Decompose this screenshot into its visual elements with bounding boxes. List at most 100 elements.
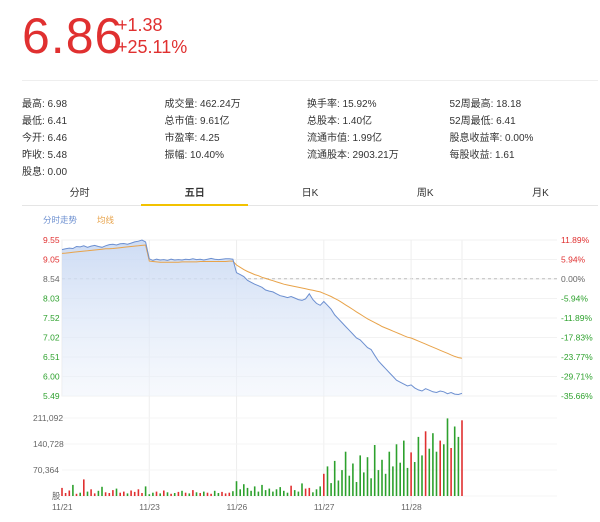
volume-bar — [173, 493, 176, 496]
date-label: 11/26 — [227, 502, 248, 512]
volume-bar — [123, 491, 125, 496]
volume-bar — [333, 460, 336, 496]
volume-bar — [133, 491, 136, 496]
stats-row: 股息: 0.00 — [22, 164, 592, 181]
stat-52w-high: 52周最高: 18.18 — [449, 99, 522, 110]
chart-tabs: 分时 五日 日K 周K 月K — [22, 185, 598, 206]
price-tick-label: 9.55 — [43, 235, 60, 245]
volume-bar — [152, 492, 154, 496]
volume-bar — [83, 479, 85, 496]
price-tick-label: 7.52 — [43, 313, 60, 323]
tab-monthly-k[interactable]: 月K — [532, 188, 549, 199]
stat-dividend-yield: 股息收益率: 0.00% — [449, 133, 534, 144]
stat-52w-low: 52周最低: 6.41 — [449, 116, 516, 127]
volume-bar — [250, 490, 252, 496]
legend-price: 分时走势 — [43, 215, 78, 225]
volume-tick-label: 70,364 — [33, 465, 59, 475]
stat-float-cap: 流通市值: 1.99亿 — [307, 133, 383, 144]
volume-bar — [424, 431, 427, 496]
tab-intraday[interactable]: 分时 — [69, 188, 90, 199]
volume-bar — [432, 433, 434, 496]
volume-bar — [352, 463, 354, 496]
volume-bar — [144, 486, 147, 496]
volume-bar — [177, 491, 180, 496]
volume-bar — [243, 484, 245, 496]
percent-tick-label: -17.83% — [561, 333, 593, 343]
stats-row: 昨收: 5.48 振幅: 10.40% 流通股本: 2903.21万 每股收益:… — [22, 147, 592, 164]
five-day-chart[interactable]: 分时走势 均线 9.55 11.89% 9.05 5.94% 8.54 0.00% 8.03… — [0, 206, 600, 517]
volume-bar — [366, 457, 369, 496]
percent-tick-label: 11.89% — [561, 235, 590, 245]
volume-bar — [381, 459, 383, 496]
volume-bar — [188, 493, 191, 496]
date-label: 11/23 — [139, 502, 160, 512]
tab-daily-k[interactable]: 日K — [301, 188, 319, 199]
volume-bar — [399, 462, 401, 496]
volume-bar — [308, 487, 311, 496]
volume-bar — [293, 490, 296, 496]
volume-bar — [75, 493, 78, 496]
volume-bar — [377, 470, 380, 496]
volume-bar — [388, 451, 391, 496]
percent-tick-label: -35.66% — [561, 391, 593, 401]
volume-bar — [341, 470, 343, 496]
volume-bar — [461, 420, 463, 496]
volume-bar — [275, 489, 278, 496]
price-area — [62, 240, 462, 396]
volume-bar — [119, 492, 121, 496]
stats-row: 最高: 6.98 成交量: 462.24万 换手率: 15.92% 52周最高:… — [22, 96, 592, 113]
volume-bar — [155, 491, 158, 496]
stats-row: 最低: 6.41 总市值: 9.61亿 总股本: 1.40亿 52周最低: 6.… — [22, 113, 592, 130]
tab-five-day[interactable]: 五日 — [137, 185, 252, 206]
chart-svg: 分时走势 均线 9.55 11.89% 9.05 5.94% 8.54 0.00% 8.03… — [33, 215, 593, 512]
volume-bar — [192, 490, 194, 496]
volume-bar — [443, 444, 445, 496]
volume-bar — [115, 488, 118, 496]
stat-high: 最高: 6.98 — [22, 99, 68, 110]
volume-bar — [86, 491, 89, 496]
volume-bar — [221, 491, 223, 496]
percent-tick-label: -29.71% — [561, 372, 593, 382]
stat-eps: 每股收益: 1.61 — [449, 150, 515, 161]
volume-bar — [181, 490, 183, 496]
volume-bar — [355, 482, 358, 496]
volume-bar — [137, 489, 140, 496]
volume-bar — [323, 473, 325, 496]
volume-bar — [166, 492, 169, 496]
volume-bar — [384, 473, 387, 496]
volume-bar — [232, 491, 234, 496]
price-tick-label: 8.03 — [43, 294, 60, 304]
stat-amplitude: 振幅: 10.40% — [164, 150, 224, 161]
volume-bar — [450, 448, 452, 496]
volume-bar — [206, 492, 209, 496]
volume-bar — [363, 472, 365, 496]
volume-bar — [159, 493, 161, 496]
percent-tick-label: -11.89% — [561, 313, 592, 323]
percent-tick-label: -23.77% — [561, 352, 593, 362]
volume-bar — [210, 493, 212, 496]
stats-row: 今开: 6.46 市盈率: 4.25 流通市值: 1.99亿 股息收益率: 0.… — [22, 130, 592, 147]
current-price: 6.86 — [22, 8, 124, 64]
volume-bar — [417, 436, 420, 496]
volume-tick-label: 211,092 — [33, 413, 63, 423]
volume-bar — [344, 451, 347, 496]
quote-header: 6.86 +1.38 +25.11% — [0, 0, 600, 80]
volume-bar — [261, 484, 263, 496]
date-label: 11/27 — [314, 502, 335, 512]
volume-bar — [235, 481, 238, 496]
volume-bar — [348, 475, 351, 496]
volume-bar — [64, 493, 67, 496]
volume-bar — [184, 492, 187, 496]
volume-bar — [101, 486, 103, 496]
volume-bar — [72, 484, 74, 496]
volume-bars — [61, 418, 463, 496]
volume-bar — [264, 490, 267, 496]
price-line — [61, 239, 463, 396]
tab-weekly-k[interactable]: 周K — [416, 188, 434, 199]
volume-bar — [224, 493, 227, 496]
date-label: 11/21 — [52, 502, 73, 512]
stat-prev-close: 昨收: 5.48 — [22, 150, 68, 161]
volume-bar — [93, 493, 96, 496]
volume-bar — [413, 462, 416, 496]
volume-bar — [373, 445, 376, 496]
